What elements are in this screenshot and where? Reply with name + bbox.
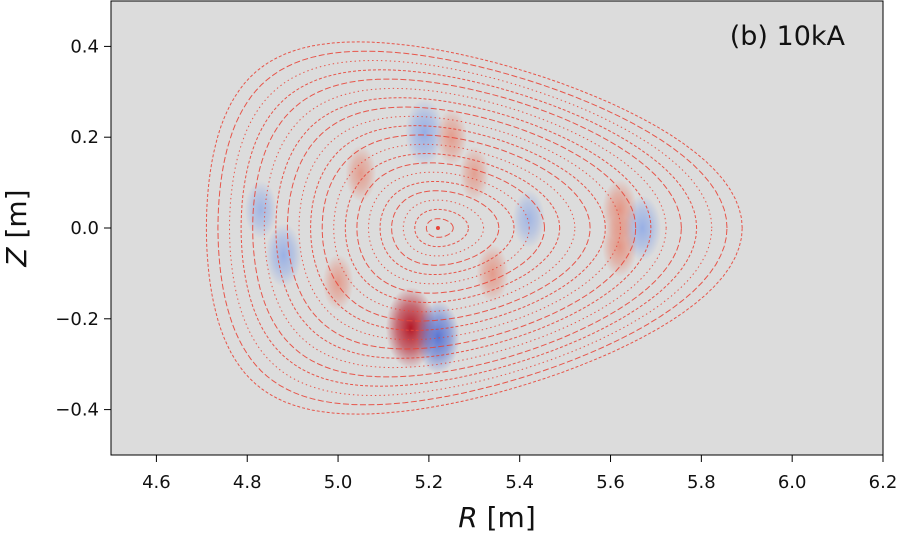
flux-surface <box>414 208 469 248</box>
magnetic-axis <box>435 226 440 230</box>
y-tick-label: 0.2 <box>70 127 99 148</box>
x-tick-label: 6.0 <box>778 472 807 493</box>
flux-surface <box>310 125 606 331</box>
panel-label: (b) 10kA <box>730 21 846 52</box>
flux-surface <box>379 181 515 275</box>
x-tick-label: 6.2 <box>869 472 898 493</box>
y-axis-ticks: −0.4 −0.2 0.0 0.2 0.4 <box>55 36 111 421</box>
x-tick-label: 5.0 <box>324 472 353 493</box>
x-tick-label: 5.2 <box>415 472 444 493</box>
perturbation-blob <box>322 254 354 311</box>
perturbation-blob <box>265 223 302 288</box>
axes-background <box>111 1 883 455</box>
x-tick-label: 4.6 <box>142 472 171 493</box>
flux-surfaces <box>205 41 743 415</box>
perturbation-blob <box>416 300 460 374</box>
flux-surface <box>321 134 591 322</box>
magnetic-axis-point <box>435 226 440 230</box>
perturbation-blob <box>244 180 277 239</box>
flux-surface <box>228 59 713 397</box>
y-tick-label: −0.4 <box>55 400 99 421</box>
flux-surface <box>252 78 682 378</box>
perturbation-blob <box>476 244 509 303</box>
y-axis-label: Z [m] <box>0 189 33 267</box>
x-axis-unit: [m] <box>487 501 536 532</box>
x-axis-label: R [m] <box>458 501 536 532</box>
flux-surface <box>356 162 546 294</box>
flux-surface <box>391 190 500 266</box>
x-tick-label: 5.6 <box>596 472 625 493</box>
flux-surface <box>205 41 743 415</box>
flux-surface <box>286 106 637 350</box>
perturbation-blob <box>512 189 545 248</box>
perturbation-blob <box>459 146 490 201</box>
perturbation-blob <box>436 109 468 166</box>
perturbation-blob <box>602 215 638 278</box>
x-axis-symbol: R <box>458 501 477 532</box>
flux-surface <box>275 97 652 359</box>
x-tick-label: 4.8 <box>233 472 262 493</box>
flux-surface <box>298 115 622 341</box>
y-tick-label: 0.0 <box>70 218 99 239</box>
y-tick-label: −0.2 <box>55 309 99 330</box>
x-axis-ticks: 4.6 4.8 5.0 5.2 5.4 5.6 5.8 6.0 6.2 <box>142 455 897 493</box>
y-tick-label: 0.4 <box>70 36 99 57</box>
flux-surface <box>425 218 454 238</box>
y-axis-unit: [m] <box>0 189 33 238</box>
flux-surface <box>367 171 530 285</box>
y-axis-symbol: Z <box>0 247 33 268</box>
perturbation-blob <box>404 99 444 167</box>
x-tick-label: 5.4 <box>505 472 534 493</box>
flux-surface <box>217 50 728 406</box>
perturbation-blob <box>345 145 377 202</box>
flux-surface <box>240 69 698 387</box>
perturbation-field <box>244 99 662 374</box>
x-tick-label: 5.8 <box>687 472 716 493</box>
